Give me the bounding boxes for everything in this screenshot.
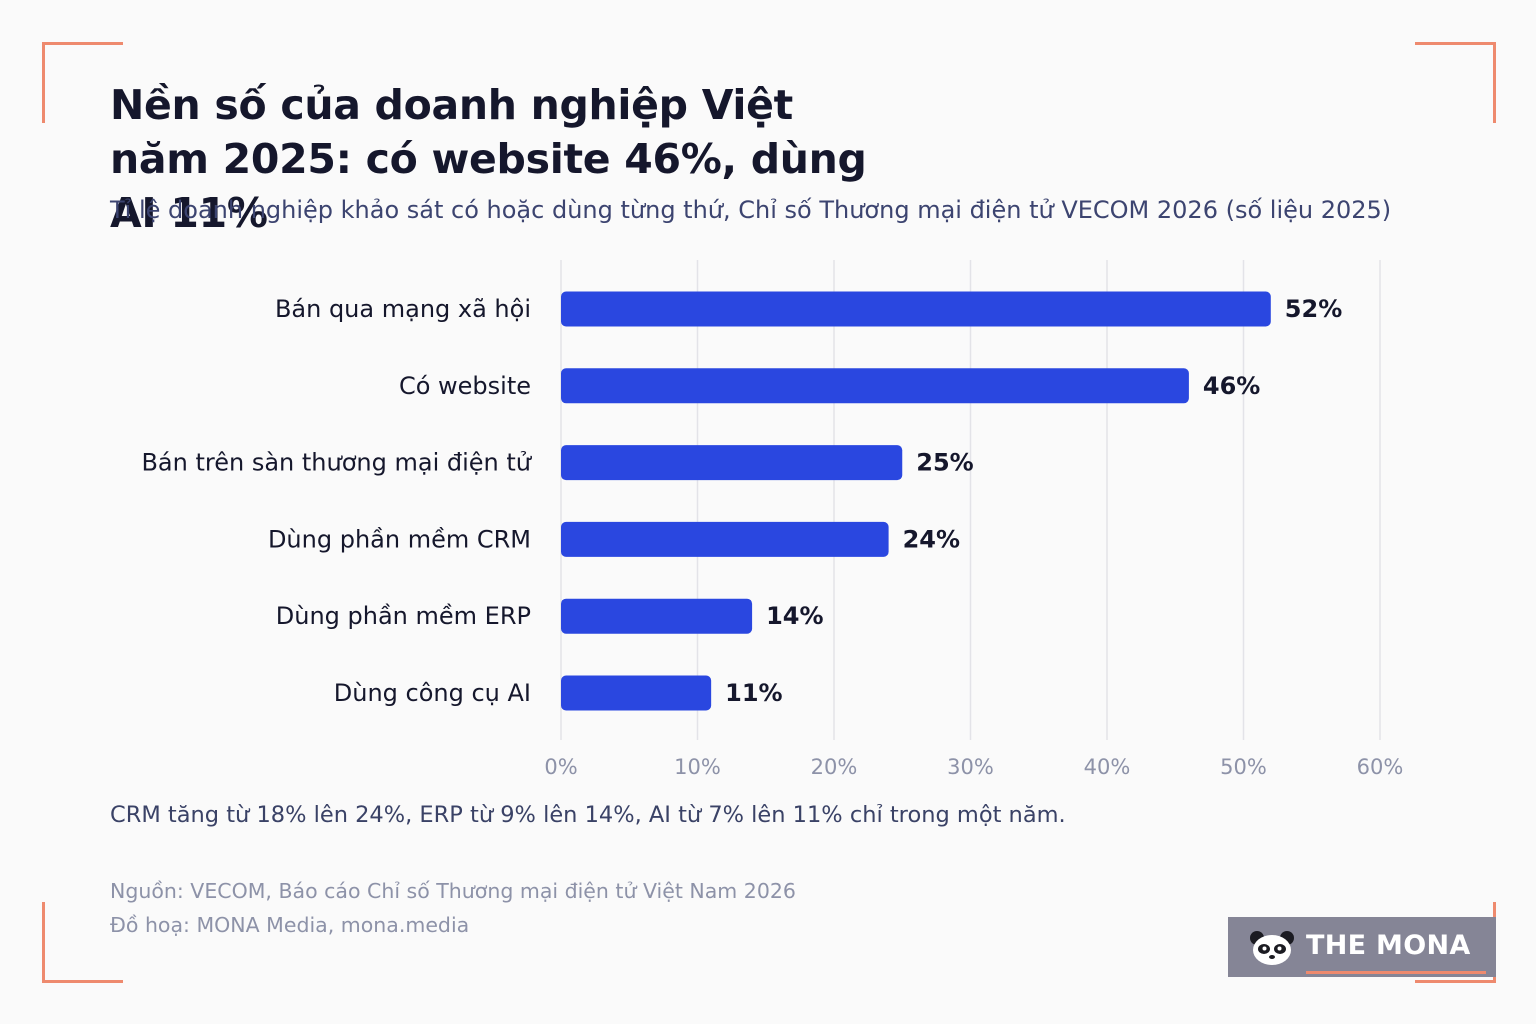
bar: [561, 291, 1271, 327]
bar-chart: 0% 10% 20% 30% 40% 50% 60% Bán qua mạng xã hội 5…: [141, 260, 1404, 779]
x-tick-label: 50%: [1220, 755, 1267, 779]
bar: [561, 598, 753, 634]
chart-note: CRM tăng từ 18% lên 24%, ERP từ 9% lên 1…: [110, 802, 1066, 828]
chart-subtitle: Tỉ lệ doanh nghiệp khảo sát có hoặc dùng…: [110, 196, 1392, 224]
value-label: 11%: [725, 679, 782, 707]
value-label: 24%: [903, 525, 960, 553]
value-label: 46%: [1203, 372, 1260, 400]
bar: [561, 445, 903, 481]
chart-title: Nền số của doanh nghiệp Việt năm 2025: c…: [110, 81, 867, 237]
value-label: 25%: [916, 449, 973, 477]
value-label: 14%: [766, 602, 823, 630]
category-label: Dùng phần mềm ERP: [276, 602, 531, 630]
brand-logo: THE MONA: [1228, 917, 1496, 977]
category-label: Có website: [399, 372, 531, 400]
category-label: Bán qua mạng xã hội: [275, 295, 531, 323]
x-tick-label: 0%: [544, 755, 577, 779]
corner-mark-top-right: [1415, 42, 1496, 123]
source-line: Nguồn: VECOM, Báo cáo Chỉ số Thương mại …: [110, 879, 796, 903]
category-label: Dùng phần mềm CRM: [268, 525, 531, 553]
category-label: Bán trên sàn thương mại điện tử: [141, 449, 532, 477]
x-tick-label: 20%: [811, 755, 858, 779]
logo-text: THE MONA: [1306, 930, 1471, 961]
credit-line: Đồ hoạ: MONA Media, mona.media: [110, 913, 470, 937]
x-tick-label: 60%: [1357, 755, 1404, 779]
panda-icon: [1250, 931, 1294, 965]
source-block: Nguồn: VECOM, Báo cáo Chỉ số Thương mại …: [110, 874, 796, 942]
corner-mark-bottom-left: [42, 902, 123, 983]
logo-underline: [1306, 971, 1486, 974]
x-tick-label: 30%: [947, 755, 994, 779]
value-label: 52%: [1285, 295, 1342, 323]
category-label: Dùng công cụ AI: [334, 679, 531, 707]
bar: [561, 675, 712, 711]
bar: [561, 521, 889, 557]
bar: [561, 368, 1189, 404]
corner-mark-top-left: [42, 42, 123, 123]
x-tick-label: 10%: [674, 755, 721, 779]
x-tick-label: 40%: [1084, 755, 1131, 779]
